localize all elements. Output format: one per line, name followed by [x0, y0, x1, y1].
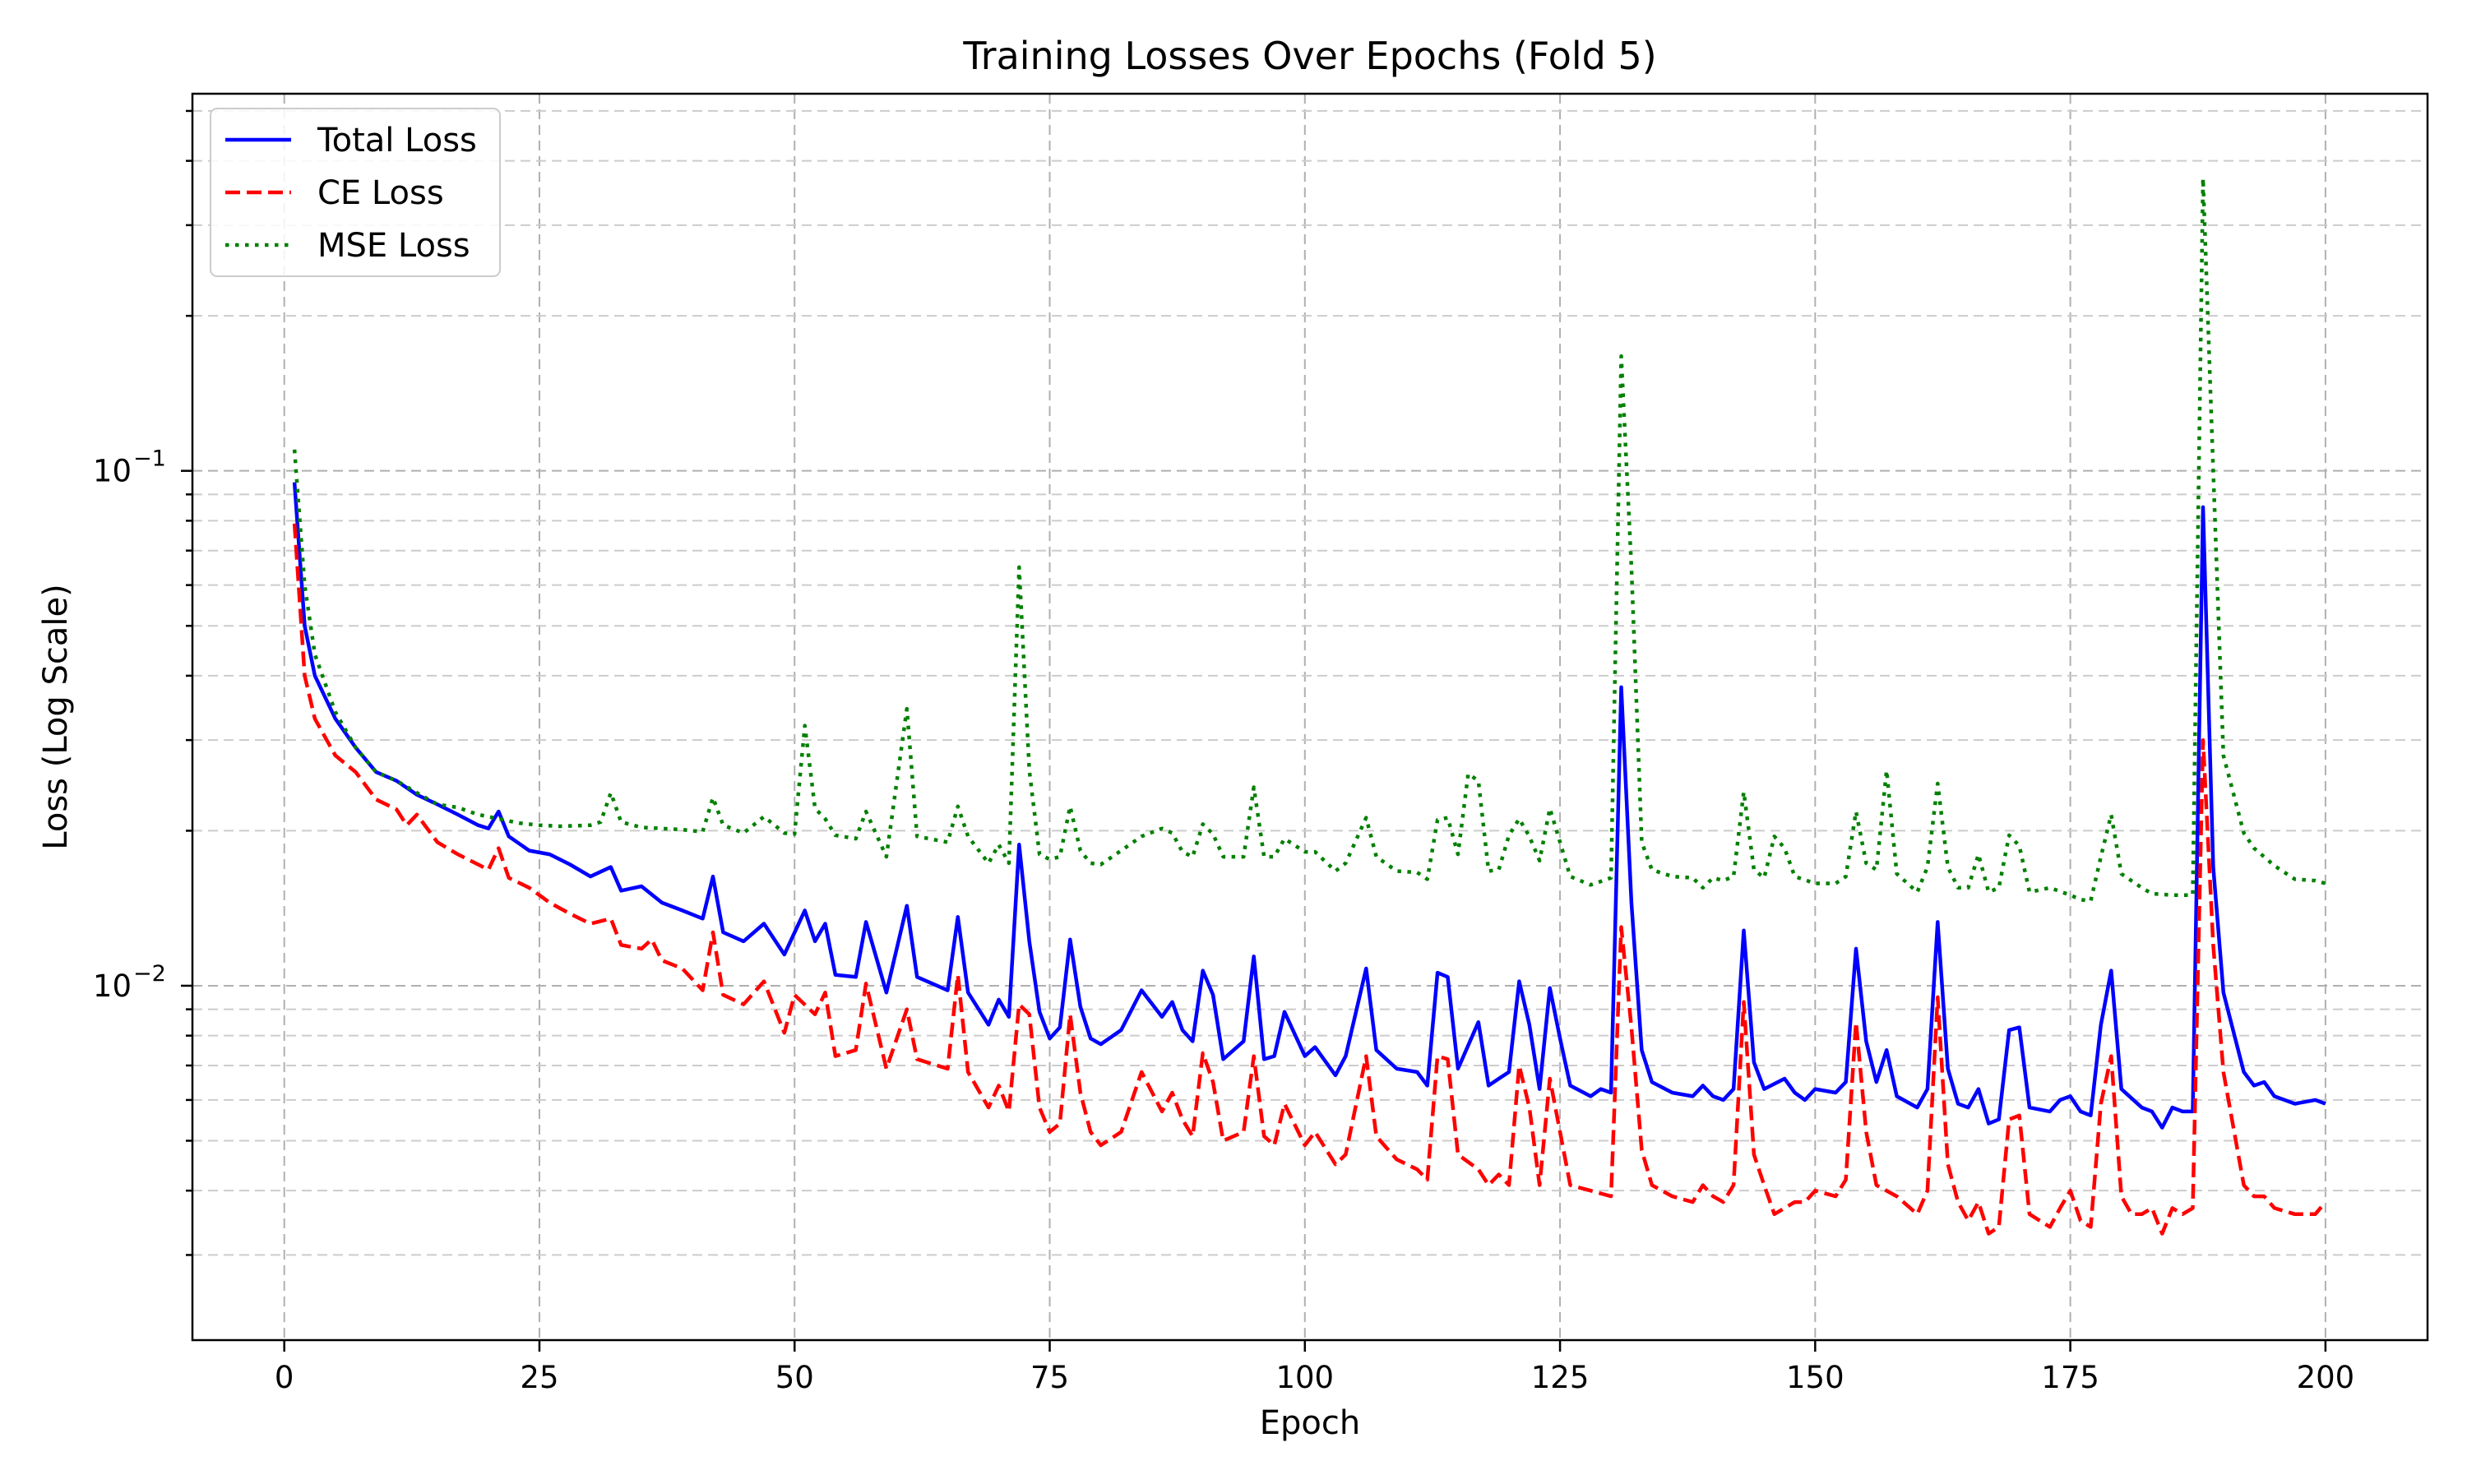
x-tick-label: 0 — [275, 1360, 294, 1395]
grid — [192, 94, 2428, 1340]
series-line-total-loss — [292, 482, 2326, 1130]
legend-label: MSE Loss — [317, 227, 470, 265]
legend: Total Loss CE Loss MSE Loss — [210, 108, 501, 277]
x-tick-label: 100 — [1275, 1360, 1334, 1395]
x-tick-label: 25 — [520, 1360, 558, 1395]
x-tick-label: 75 — [1030, 1360, 1069, 1395]
y-axis: 10−210−1 — [93, 109, 192, 1256]
series-line-ce-loss — [292, 523, 2327, 1236]
legend-label: CE Loss — [317, 174, 444, 212]
legend-label: Total Loss — [317, 122, 477, 159]
x-axis: 0 25 50 75 100 125 150 175 200 — [275, 1340, 2354, 1395]
x-tick-label: 175 — [2041, 1360, 2099, 1395]
chart-title: Training Losses Over Epochs (Fold 5) — [962, 34, 1656, 78]
y-tick-exponent: −2 — [133, 961, 166, 987]
y-axis-label: Loss (Log Scale) — [37, 584, 75, 849]
plot-frame — [191, 92, 2429, 1342]
x-axis-label: Epoch — [1260, 1404, 1360, 1442]
series-layer — [292, 176, 2327, 1236]
y-tick-label: 10 — [93, 969, 132, 1004]
x-tick-label: 150 — [1786, 1360, 1844, 1395]
x-tick-label: 200 — [2297, 1360, 2355, 1395]
y-tick-exponent: −1 — [133, 446, 166, 472]
x-tick-label: 50 — [775, 1360, 814, 1395]
y-tick-label: 10 — [93, 454, 132, 489]
x-tick-label: 125 — [1531, 1360, 1590, 1395]
legend-box — [210, 108, 501, 277]
